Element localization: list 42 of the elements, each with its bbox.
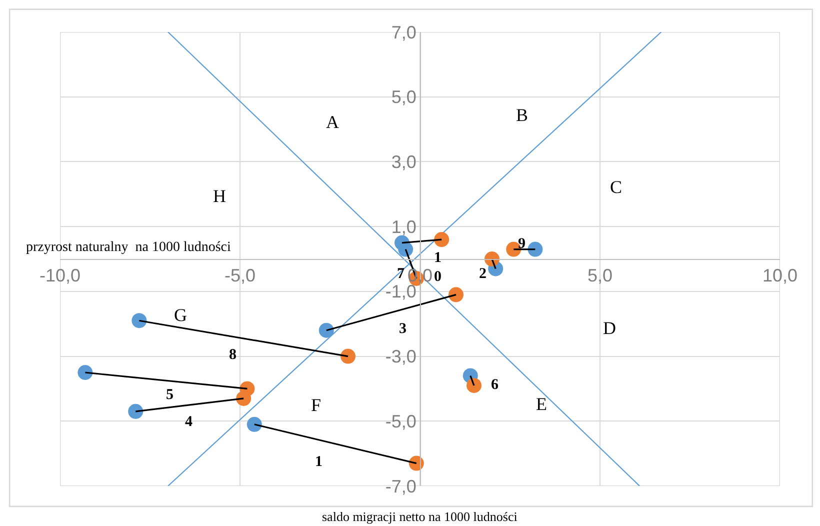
point <box>246 416 262 432</box>
annotation: 2 <box>479 266 486 282</box>
annotation: 6 <box>491 377 499 393</box>
annotation: E <box>536 394 547 414</box>
annotation: 4 <box>185 414 193 430</box>
annotation: D <box>603 318 616 338</box>
y-tick-label: 5,0 <box>391 87 416 108</box>
annotation: H <box>213 186 226 206</box>
point <box>128 404 144 419</box>
y-tick-label: 3,0 <box>391 152 416 172</box>
y-tick-label: -5,0 <box>385 411 416 432</box>
annotation: 8 <box>229 347 236 363</box>
point <box>78 365 93 380</box>
point <box>318 322 334 338</box>
x-tick-label: -5,0 <box>224 266 256 286</box>
x-tick-label: 10,0 <box>762 266 798 286</box>
point <box>466 378 482 393</box>
annotation: B <box>516 105 528 125</box>
y-tick-label: 1,0 <box>391 216 416 237</box>
point <box>448 287 464 302</box>
point <box>340 348 356 364</box>
y-tick-label: 7,0 <box>391 22 416 42</box>
point <box>132 313 147 328</box>
annotation: 3 <box>399 321 406 337</box>
y-axis-title: przyrost naturalny na 1000 ludności <box>26 240 232 255</box>
annotation: 0 <box>434 269 442 285</box>
annotation: F <box>311 395 322 415</box>
annotation: G <box>174 305 187 325</box>
annotation: 5 <box>166 387 174 403</box>
x-tick-label: -10,0 <box>39 266 81 286</box>
point <box>528 242 543 257</box>
annotation: C <box>610 177 622 197</box>
annotation: 1 <box>315 454 322 470</box>
annotation: 1 <box>434 250 442 266</box>
point <box>434 232 450 248</box>
y-tick-label: -3,0 <box>385 346 416 367</box>
point <box>236 390 252 406</box>
y-tick-label: -7,0 <box>385 476 416 496</box>
annotation: A <box>326 112 339 132</box>
x-axis-title: saldo migracji netto na 1000 ludności <box>322 509 518 524</box>
annotation: 9 <box>518 236 526 252</box>
x-tick-label: 5,0 <box>587 266 613 286</box>
